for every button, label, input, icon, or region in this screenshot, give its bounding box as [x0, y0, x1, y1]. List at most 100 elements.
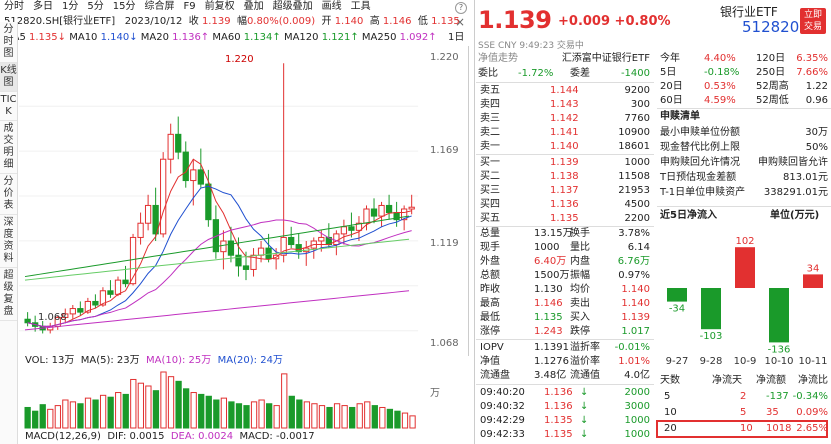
creation-row: 现金替代比例上限 50%	[660, 141, 828, 155]
stat-row: 现手 1000 量比 6.14	[478, 241, 652, 255]
market-status: SSE CNY 9:49:23 交易中	[478, 41, 584, 51]
nav-row[interactable]: 净值走势 汇添富中证银行ETF	[478, 52, 652, 66]
volume-bar	[77, 403, 84, 429]
ask-row[interactable]: 卖四 1.143 300	[478, 98, 652, 112]
tick-time: 09:42:29	[480, 415, 525, 426]
volume-bar	[160, 371, 167, 429]
inflow-table-header: 天数 净流天 净流额 净流比	[660, 374, 828, 388]
volume-bar	[364, 401, 371, 429]
tab-draw-line[interactable]: 画线	[321, 1, 342, 12]
tick-row: 09:42:29 1.135 ↓ 1000	[478, 414, 652, 428]
stat-value: 3.78%	[618, 228, 650, 239]
candle-body	[355, 222, 363, 231]
inflow-date-label: 9-27	[666, 356, 689, 367]
ma20-line	[27, 219, 412, 327]
bid-row[interactable]: 买四 1.136 4500	[478, 198, 652, 212]
volume-bar	[228, 401, 235, 429]
left-tab-5[interactable]: 深度资料	[0, 215, 17, 268]
volume-bar	[311, 403, 318, 429]
volume-bar	[341, 405, 348, 429]
perf-value: -0.18%	[704, 67, 740, 78]
perf-label: 120日	[756, 53, 786, 64]
iopv-value: 1.1276	[534, 356, 569, 367]
ma-value: 1.092↑	[399, 32, 437, 43]
perf-value: 1.22	[805, 81, 828, 92]
tab-overlay[interactable]: 叠加	[243, 1, 264, 12]
ma-label: MA250	[361, 32, 400, 43]
tab-super-overlay[interactable]: 超级叠加	[272, 1, 313, 12]
tab-intraday[interactable]: 分时	[4, 1, 24, 12]
tab-5min[interactable]: 5分	[87, 1, 104, 12]
tab-composite[interactable]: 综合屏	[144, 1, 175, 12]
close-icon[interactable]: ×	[455, 15, 466, 29]
tick-price: 1.136	[544, 401, 573, 412]
inflow-value-label: -103	[700, 331, 723, 342]
candle-body	[408, 206, 415, 210]
change-value: +0.009	[558, 14, 611, 29]
left-tab-2[interactable]: TICK	[0, 92, 17, 121]
stat-row: 外盘 6.40万 内盘 6.76万	[478, 255, 652, 269]
ma-value: 1.134↑	[243, 32, 281, 43]
stat-value: 6.40万	[534, 256, 567, 267]
volume-bar	[401, 412, 409, 429]
tab-1min[interactable]: 1分	[62, 1, 79, 12]
high-value: 1.146	[382, 16, 412, 27]
tab-f9[interactable]: F9	[183, 1, 196, 12]
left-tab-3[interactable]: 成交明细	[0, 121, 17, 174]
ma5-line	[27, 158, 412, 327]
left-tab-6[interactable]: 超级复盘	[0, 268, 17, 321]
left-tab-0[interactable]: 分时图	[0, 22, 17, 63]
period-toolbar: 分时 多日 1分 5分 15分 综合屏 F9 前复权 叠加 超级叠加 画线 工具	[0, 0, 470, 14]
kline-chart[interactable]	[19, 46, 469, 356]
fund-full-name: 汇添富中证银行ETF	[561, 53, 650, 64]
stat-label: 量比	[570, 242, 590, 253]
ask-row[interactable]: 卖三 1.142 7760	[478, 112, 652, 126]
candle-body	[340, 226, 348, 235]
ma-period-toggle[interactable]: 1日	[448, 32, 465, 43]
vol-ma5: MA(5): 23万	[80, 355, 140, 366]
ask-row[interactable]: 卖二 1.141 10900	[478, 126, 652, 140]
bid-row[interactable]: 买五 1.135 2200	[478, 212, 652, 226]
level-label: 买二	[480, 171, 500, 182]
level-volume: 300	[630, 99, 650, 110]
stat-label: 最高	[480, 298, 500, 309]
creation-row: 最小申赎单位份额 30万	[660, 126, 828, 140]
ask-row[interactable]: 卖一 1.140 18601	[478, 140, 652, 154]
trade-now-button[interactable]: 立即交易	[800, 8, 826, 34]
tab-tools[interactable]: 工具	[350, 1, 371, 12]
stat-label: 现手	[480, 242, 500, 253]
stat-row: 涨停 1.243 跌停 1.017	[478, 325, 652, 339]
stat-label: 昨收	[480, 284, 500, 295]
bid-row[interactable]: 买一 1.139 1000	[478, 156, 652, 170]
left-tab-4[interactable]: 分价表	[0, 174, 17, 215]
inflow-table-row: 5 2 -137 -0.34%	[660, 390, 828, 404]
tick-volume: 1000	[624, 429, 650, 440]
y-tick-3: 1.119	[430, 238, 459, 249]
left-tab-1[interactable]: K线图	[0, 63, 17, 92]
vol-axis-unit: 万	[430, 388, 440, 399]
tab-multi-day[interactable]: 多日	[33, 1, 53, 12]
tab-forward-adjust[interactable]: 前复权	[204, 1, 235, 12]
stat-label: 涨停	[480, 326, 500, 337]
quote-info-bar: 512820.SH[银行业ETF] 2023/10/12 收 1.139 幅0.…	[4, 15, 466, 29]
inflow-bar	[701, 288, 721, 330]
tab-15min[interactable]: 15分	[112, 1, 136, 12]
candle-body	[363, 208, 370, 224]
macd-dea: DEA: 0.0024	[170, 431, 234, 442]
creation-row: 申购赎回允许情况 申购赎回皆允许	[660, 156, 828, 170]
volume-bar	[62, 399, 69, 429]
level-label: 卖三	[480, 113, 500, 124]
bid-row[interactable]: 买二 1.138 11508	[478, 170, 652, 184]
table-cell: 35	[766, 407, 779, 418]
level-label: 买四	[480, 199, 500, 210]
ma120-line	[24, 238, 410, 281]
ask-row[interactable]: 卖五 1.144 9200	[478, 84, 652, 98]
candle-body	[280, 236, 287, 256]
iopv-label: 溢价率	[570, 356, 600, 367]
perf-label: 今年	[660, 53, 680, 64]
volume-bar	[356, 403, 363, 429]
bid-row[interactable]: 买三 1.137 21953	[478, 184, 652, 198]
candle-body	[77, 308, 84, 313]
help-icon[interactable]: ?	[455, 2, 467, 14]
candle-body	[288, 236, 295, 246]
